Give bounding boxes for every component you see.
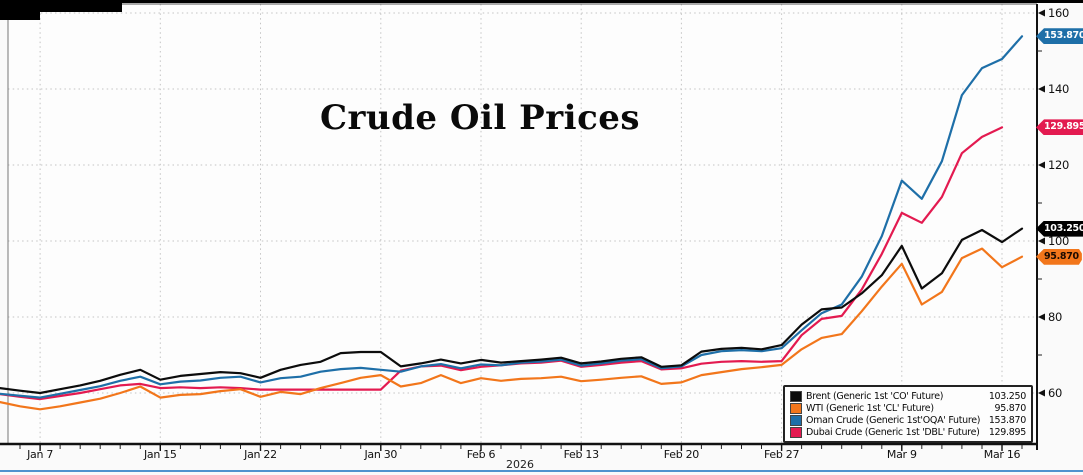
x-axis-label: Jan 7 bbox=[27, 448, 54, 461]
y-axis-label: 60 bbox=[1048, 386, 1063, 400]
series-line-oman bbox=[0, 35, 1024, 399]
legend-series-name: WTI (Generic 1st 'CL' Future) bbox=[806, 402, 934, 414]
x-axis-label: Feb 13 bbox=[563, 448, 599, 461]
plot-background bbox=[8, 4, 1037, 444]
series-line-brent bbox=[0, 227, 1024, 395]
chart-legend: Brent (Generic 1st 'CO' Future) 103.250 WT… bbox=[783, 385, 1033, 443]
y-major-tick-arrow bbox=[1038, 9, 1045, 17]
legend-series-value: 95.870 bbox=[994, 402, 1026, 414]
price-tag-wti: 95.870 bbox=[1036, 249, 1082, 265]
x-axis-label: Jan 30 bbox=[364, 448, 398, 461]
legend-row[interactable]: Dubai Crude (Generic 1st 'DBL' Future) 12… bbox=[790, 426, 1026, 438]
x-axis-label: Feb 6 bbox=[466, 448, 496, 461]
x-axis-label: Jan 22 bbox=[244, 448, 277, 461]
y-axis-label: 100 bbox=[1048, 234, 1070, 248]
y-major-tick-arrow bbox=[1038, 85, 1045, 93]
y-axis-label: 120 bbox=[1048, 158, 1070, 172]
y-axis-label: 80 bbox=[1048, 310, 1063, 324]
x-axis-label: Feb 20 bbox=[663, 448, 699, 461]
window-top-border bbox=[0, 0, 1083, 3]
y-major-tick-arrow bbox=[1038, 313, 1045, 321]
legend-series-name: Oman Crude (Generic 1st'OQA' Future) bbox=[806, 414, 981, 426]
window-corner-block bbox=[0, 0, 40, 20]
legend-series-value: 129.895 bbox=[988, 426, 1026, 438]
price-tag-brent: 103.250 bbox=[1036, 221, 1083, 237]
legend-swatch-icon bbox=[790, 414, 802, 426]
legend-swatch-icon bbox=[790, 390, 802, 402]
x-axis-label: Mar 9 bbox=[886, 448, 917, 461]
legend-row[interactable]: Oman Crude (Generic 1st'OQA' Future) 153.… bbox=[790, 414, 1026, 426]
series-line-wti bbox=[0, 247, 1024, 411]
legend-series-value: 103.250 bbox=[988, 390, 1026, 402]
legend-swatch-icon bbox=[790, 402, 802, 414]
x-axis-label: Mar 16 bbox=[983, 448, 1021, 461]
x-axis-year-label: 2026 bbox=[506, 458, 534, 471]
chart-title: Crude Oil Prices bbox=[319, 98, 641, 138]
y-major-tick-arrow bbox=[1038, 389, 1045, 397]
x-axis-label: Feb 27 bbox=[764, 448, 800, 461]
footer-divider-line bbox=[0, 470, 1083, 472]
legend-series-value: 153.870 bbox=[988, 414, 1026, 426]
legend-row[interactable]: Brent (Generic 1st 'CO' Future) 103.250 bbox=[790, 390, 1026, 402]
price-tag-oman: 153.870 bbox=[1036, 28, 1083, 44]
x-axis-label: Jan 15 bbox=[143, 448, 177, 461]
legend-series-name: Dubai Crude (Generic 1st 'DBL' Future) bbox=[806, 426, 980, 438]
y-major-tick-arrow bbox=[1038, 237, 1045, 245]
y-axis-label: 160 bbox=[1048, 6, 1070, 20]
legend-series-name: Brent (Generic 1st 'CO' Future) bbox=[806, 390, 944, 402]
y-axis-label: 140 bbox=[1048, 82, 1070, 96]
legend-row[interactable]: WTI (Generic 1st 'CL' Future) 95.870 bbox=[790, 402, 1026, 414]
legend-swatch-icon bbox=[790, 426, 802, 438]
y-major-tick-arrow bbox=[1038, 161, 1045, 169]
price-tag-dubai: 129.895 bbox=[1036, 119, 1083, 135]
